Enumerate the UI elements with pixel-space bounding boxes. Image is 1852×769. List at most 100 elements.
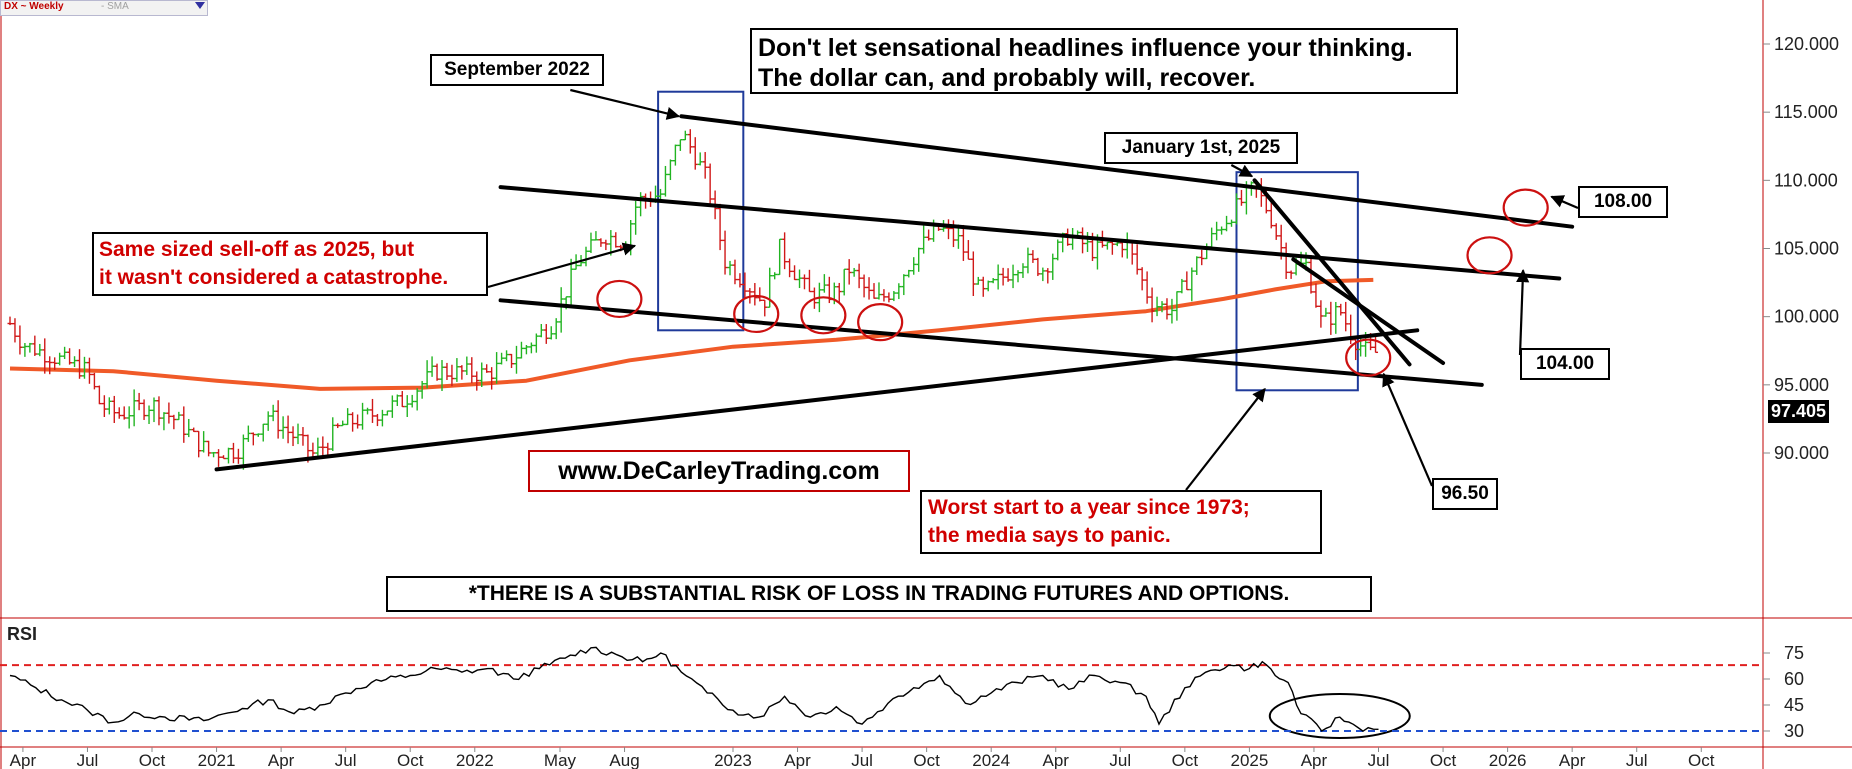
pointer-arrow (1550, 195, 1579, 210)
ohlc-bar (166, 402, 172, 424)
ohlc-bar (1238, 189, 1244, 206)
ohlc-bar (886, 292, 892, 303)
rsi-tick-label: 30 (1784, 721, 1804, 741)
ohlc-bar (1149, 287, 1155, 323)
ohlc-bar (320, 436, 326, 457)
rsi-line (9, 646, 1379, 733)
ohlc-bar (792, 265, 798, 281)
rsi-label: RSI (7, 624, 38, 644)
ohlc-bar (1104, 241, 1110, 250)
time-tick-label: Oct (913, 751, 940, 769)
ohlc-bar (27, 342, 33, 353)
ohlc-bar (454, 358, 460, 382)
level-108-label: 108.00 (1578, 186, 1668, 218)
ohlc-bar (742, 272, 748, 299)
headline-box: Don't let sensational headlines influenc… (750, 28, 1458, 94)
time-tick-label: May (544, 751, 577, 769)
ohlc-bar (101, 395, 107, 417)
ohlc-bar (72, 356, 78, 368)
ohlc-bar (360, 402, 366, 430)
ohlc-bar (891, 291, 897, 302)
time-tick-label: 2026 (1489, 751, 1527, 769)
ohlc-bar (1194, 256, 1200, 275)
rsi-tick-label: 45 (1784, 695, 1804, 715)
ohlc-bar (315, 437, 321, 460)
time-tick-label: 2021 (198, 751, 236, 769)
chevron-down-icon[interactable] (195, 2, 205, 9)
trendline (498, 298, 1484, 387)
time-tick-label: Jul (77, 751, 99, 769)
rsi-tick-label: 75 (1784, 643, 1804, 663)
time-tick-label: Jul (1626, 751, 1648, 769)
level-104-label: 104.00 (1520, 348, 1610, 380)
ohlc-bar (926, 229, 932, 241)
ohlc-bar (111, 395, 117, 423)
ohlc-bar (106, 397, 112, 415)
pointer-arrow (570, 88, 681, 120)
symbol-selector[interactable]: DX ~ Weekly - SMA (0, 0, 208, 16)
ohlc-bar (86, 357, 92, 384)
ohlc-bar (62, 346, 68, 360)
time-tick-label: Jul (851, 751, 873, 769)
ohlc-bar (141, 399, 147, 420)
ohlc-bar (255, 433, 261, 437)
ohlc-bar (151, 397, 157, 423)
ohlc-bar (777, 238, 783, 276)
ohlc-bar (22, 342, 28, 357)
time-tick-label: Apr (1301, 751, 1328, 769)
trendline (1291, 257, 1446, 366)
ohlc-bar (990, 278, 996, 284)
ohlc-bar (280, 416, 286, 439)
website-text: www.DeCarleyTrading.com (558, 457, 880, 485)
ohlc-bar (871, 283, 877, 299)
ohlc-bar (593, 231, 599, 241)
ohlc-bar (206, 440, 212, 457)
selloff-line-2: it wasn't considered a catastrophe. (99, 266, 449, 289)
ohlc-bar (1214, 221, 1220, 241)
ohlc-bar (513, 345, 519, 374)
ohlc-bar (1030, 250, 1036, 263)
highlight-circle (596, 279, 643, 319)
ohlc-bar (970, 251, 976, 296)
last-price-text: 97.405 (1771, 401, 1827, 421)
time-tick-label: Oct (139, 751, 166, 769)
ohlc-bar (603, 239, 609, 251)
ohlc-bar (295, 423, 301, 445)
ohlc-bar (365, 407, 371, 415)
ohlc-bar (201, 431, 207, 453)
ohlc-bar (250, 432, 256, 446)
ohlc-bar (633, 200, 639, 235)
ohlc-bar (355, 414, 361, 429)
ohlc-bar (424, 360, 430, 389)
ohlc-bar (1229, 219, 1235, 227)
ohlc-bar (369, 398, 375, 423)
ohlc-bar (285, 415, 291, 444)
ohlc-bar (692, 137, 698, 170)
ohlc-bar (42, 338, 48, 374)
time-tick-label: Apr (10, 751, 37, 769)
trendline (1252, 178, 1412, 367)
ohlc-bar (1219, 226, 1225, 235)
website-label[interactable]: www.DeCarleyTrading.com (528, 450, 910, 492)
september-2022-text: September 2022 (444, 59, 590, 80)
ohlc-bar (1373, 335, 1379, 354)
ohlc-bar (1159, 301, 1165, 313)
price-tick-label: 100.000 (1774, 307, 1839, 327)
ohlc-bar (782, 232, 788, 270)
ohlc-bar (52, 357, 58, 371)
ohlc-bar (1224, 215, 1230, 232)
ohlc-bar (881, 289, 887, 302)
ohlc-bar (335, 423, 341, 429)
ohlc-bar (439, 360, 445, 391)
ohlc-bar (459, 365, 465, 380)
ohlc-bar (131, 389, 137, 427)
ohlc-bar (384, 410, 390, 416)
ohlc-bar (672, 144, 678, 166)
worst-start-note: Worst start to a year since 1973; the me… (920, 490, 1322, 554)
ohlc-bar (121, 406, 127, 420)
ohlc-bar (290, 426, 296, 447)
ohlc-bar (245, 425, 251, 442)
ohlc-bar (77, 349, 83, 379)
worst-line-2: the media says to panic. (928, 524, 1171, 547)
